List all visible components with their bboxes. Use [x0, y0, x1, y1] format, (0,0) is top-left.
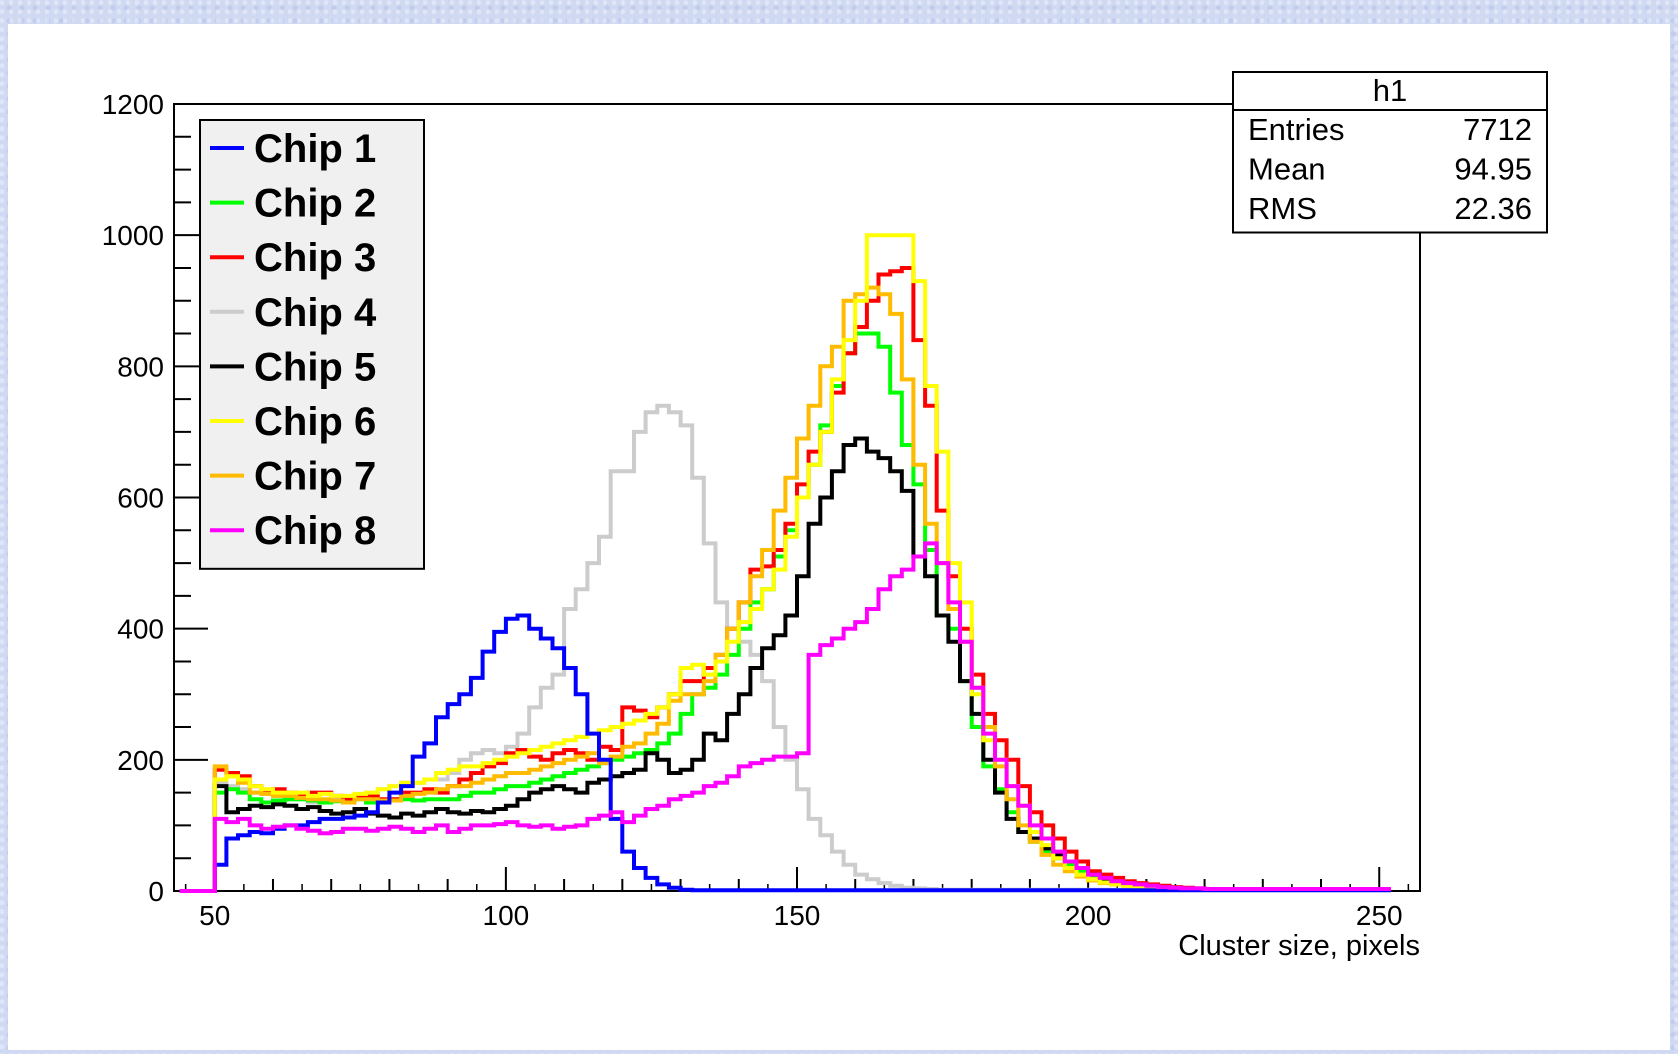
- stats-row-value: 94.95: [1454, 152, 1532, 187]
- y-tick-label: 1200: [102, 89, 164, 120]
- stats-frame: [1232, 71, 1548, 234]
- x-tick-label: 200: [1065, 900, 1112, 931]
- y-tick-label: 800: [117, 351, 164, 382]
- stats-box: h1 Entries 7712 Mean 94.95 RMS 22.36: [1232, 71, 1548, 234]
- legend-label: Chip 6: [254, 400, 376, 444]
- legend-label: Chip 3: [254, 236, 376, 280]
- legend-label: Chip 7: [254, 455, 376, 499]
- legend-label: Chip 2: [254, 182, 376, 226]
- x-tick-label: 50: [199, 900, 230, 931]
- y-tick-label: 400: [117, 614, 164, 645]
- histogram-chart: 0 200 400 600 800 1000 1200 50 100 150 200 250 Clus…: [102, 71, 1548, 962]
- series-line-chip-8: [179, 541, 1391, 893]
- y-tick-label: 200: [117, 745, 164, 776]
- x-tick-label: 100: [483, 900, 530, 931]
- x-tick-label: 250: [1356, 900, 1403, 931]
- series-lines: [179, 233, 1391, 893]
- legend-label: Chip 5: [254, 345, 376, 389]
- stats-row-label: RMS: [1248, 191, 1317, 226]
- stats-row-value: 7712: [1463, 112, 1532, 147]
- stats-row-label: Mean: [1248, 152, 1326, 187]
- x-axis-title: Cluster size, pixels: [1178, 930, 1420, 962]
- legend-box: [199, 119, 425, 570]
- chart-frame: 0 200 400 600 800 1000 1200 50 100 150 200 250 Clus…: [8, 24, 1670, 1050]
- x-tick-label: 150: [774, 900, 821, 931]
- legend-label: Chip 1: [254, 127, 376, 171]
- stats-title: h1: [1373, 73, 1407, 108]
- y-tick-label: 600: [117, 483, 164, 514]
- y-tick-label: 0: [148, 876, 164, 907]
- legend: Chip 1 Chip 2 Chip 3 Chip 4 Chip 5 Chip 6 Chip…: [199, 119, 425, 570]
- stats-row-label: Entries: [1248, 112, 1344, 147]
- y-tick-label: 1000: [102, 220, 164, 251]
- legend-label: Chip 8: [254, 509, 376, 553]
- stats-row-value: 22.36: [1454, 191, 1532, 226]
- legend-label: Chip 4: [254, 291, 377, 335]
